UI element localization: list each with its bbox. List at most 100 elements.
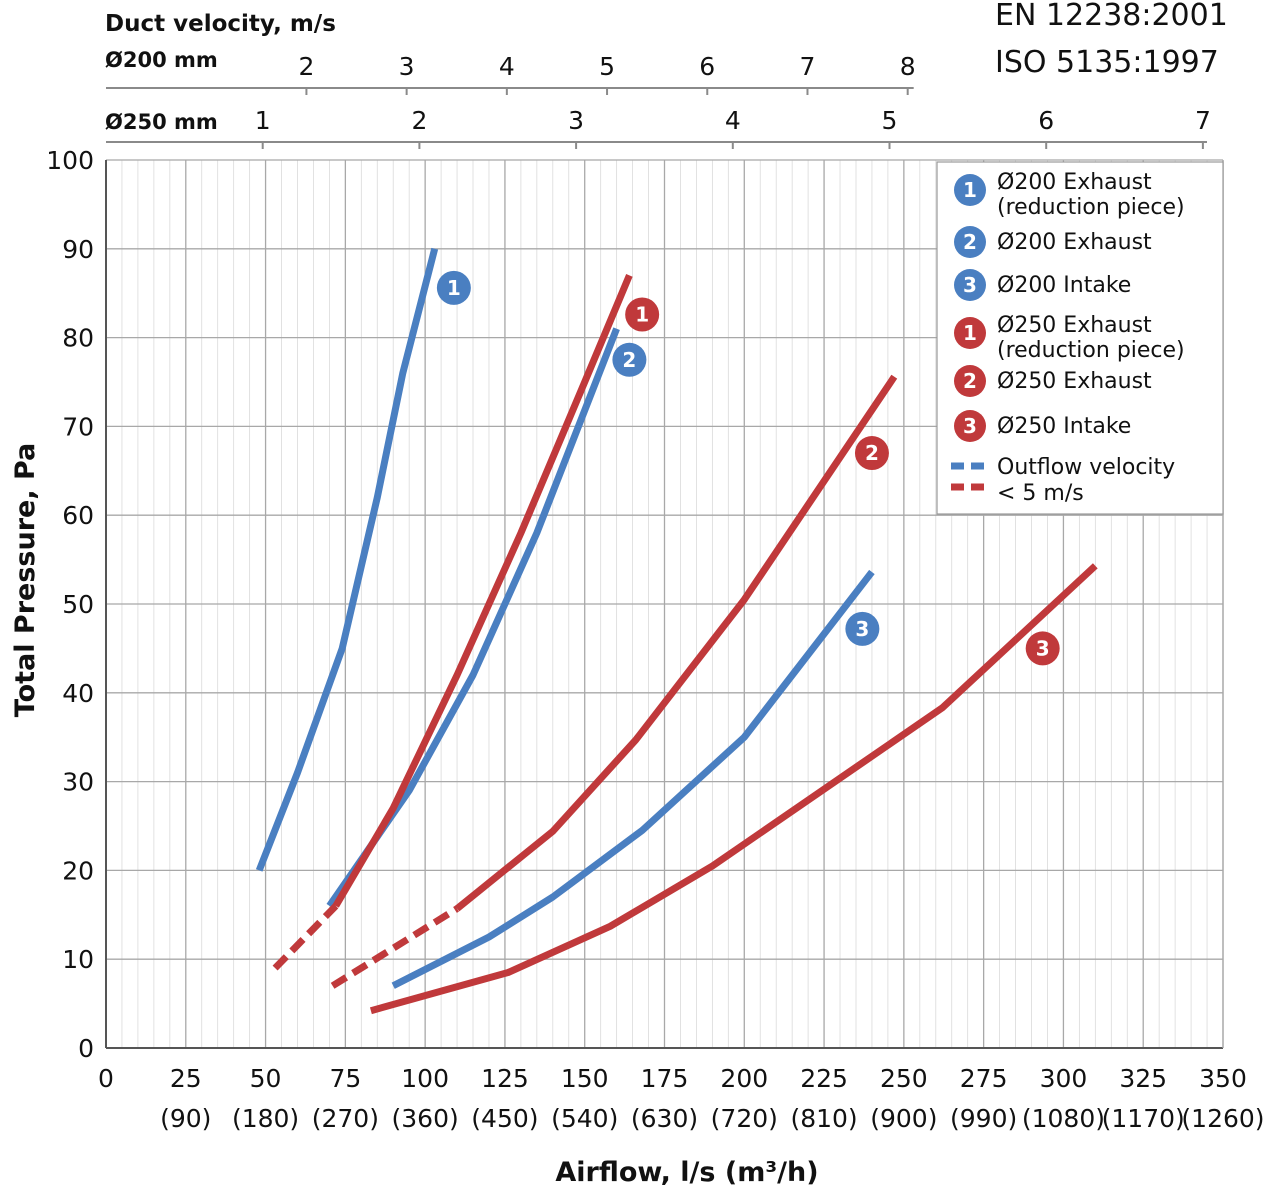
legend-badge	[954, 365, 986, 397]
velocity-tick-label: 8	[900, 52, 916, 81]
standard-iso: ISO 5135:1997	[995, 45, 1219, 80]
y-tick-label: 50	[62, 590, 94, 619]
legend-label-sub: (reduction piece)	[997, 338, 1185, 363]
series-line-low-velocity	[272, 903, 339, 971]
d250-scale-label: Ø250 mm	[105, 110, 218, 134]
x-tick-label: 200	[720, 1064, 768, 1093]
x-tick-label: 325	[1119, 1064, 1167, 1093]
legend-label: Ø200 Exhaust	[997, 170, 1152, 195]
y-tick-label: 70	[62, 412, 94, 441]
x-tick-secondary-label: (1260)	[1181, 1104, 1264, 1133]
velocity-tick-label: 3	[399, 52, 415, 81]
series-badge-number: 3	[1036, 636, 1050, 660]
series-badge	[854, 436, 889, 471]
legend-badge-number: 3	[963, 414, 977, 438]
x-tick-label: 275	[960, 1064, 1008, 1093]
velocity-tick-label: 6	[699, 52, 715, 81]
velocity-tick-label: 5	[599, 52, 615, 81]
series-badge	[612, 342, 647, 377]
velocity-tick-label: 3	[568, 106, 584, 135]
legend-label: Ø200 Intake	[997, 273, 1131, 298]
legend-label: Ø200 Exhaust	[997, 230, 1152, 255]
velocity-tick-label: 2	[298, 52, 314, 81]
series-badge	[625, 297, 660, 332]
series-markers: 1 2 3 1 2 3	[436, 270, 1060, 666]
x-tick-label: 150	[561, 1064, 609, 1093]
x-tick-secondary-label: (180)	[232, 1104, 299, 1133]
x-tick-secondary-label: (90)	[160, 1104, 211, 1133]
duct-velocity-title: Duct velocity, m/s	[105, 11, 336, 37]
legend-badge	[954, 269, 986, 301]
legend-badge-number: 2	[963, 369, 977, 393]
legend-badge	[954, 317, 986, 349]
series-badge-number: 2	[865, 441, 879, 465]
velocity-tick-label: 4	[725, 106, 741, 135]
x-tick-label: 75	[329, 1064, 361, 1093]
series-line-low-velocity	[330, 905, 459, 989]
y-tick-label: 10	[62, 945, 94, 974]
velocity-tick-label: 5	[882, 106, 898, 135]
series-line	[391, 569, 875, 989]
x-tick-label: 125	[481, 1064, 529, 1093]
x-tick-secondary-label: (1170)	[1102, 1104, 1185, 1133]
velocity-tick-label: 6	[1038, 106, 1054, 135]
legend-badge	[954, 174, 986, 206]
series-lines	[255, 247, 1098, 1015]
velocity-tick-label: 1	[255, 106, 271, 135]
x-axis-ticks: 0 25 (90) 50 (180) 75 (270) 100 (360) 125 (450) 150…	[98, 1064, 1265, 1133]
x-tick-secondary-label: (720)	[711, 1104, 778, 1133]
series-badge-number: 3	[855, 617, 869, 641]
legend-label-sub: (reduction piece)	[997, 195, 1185, 220]
series-line	[255, 247, 439, 872]
x-tick-secondary-label: (1080)	[1022, 1104, 1105, 1133]
legend-badge-number: 2	[963, 230, 977, 254]
series-badge	[845, 611, 880, 646]
y-tick-label: 80	[62, 324, 94, 353]
series-badge	[436, 270, 471, 305]
series-badge-number: 1	[447, 276, 461, 300]
x-tick-label: 175	[641, 1064, 689, 1093]
x-tick-secondary-label: (360)	[392, 1104, 459, 1133]
legend-items: 1 Ø200 Exhaust(reduction piece)2 Ø200 Exha…	[954, 170, 1185, 442]
series-line	[332, 274, 633, 908]
velocity-tick-label: 7	[1195, 106, 1211, 135]
legend-badge	[954, 226, 986, 258]
y-tick-label: 30	[62, 768, 94, 797]
x-tick-secondary-label: (630)	[631, 1104, 698, 1133]
y-axis-title: Total Pressure, Pa	[10, 443, 41, 718]
x-tick-secondary-label: (810)	[790, 1104, 857, 1133]
x-tick-label: 225	[800, 1064, 848, 1093]
series-line	[369, 563, 1098, 1015]
legend-label: Ø250 Exhaust	[997, 369, 1152, 394]
y-tick-label: 20	[62, 856, 94, 885]
x-tick-secondary-label: (270)	[312, 1104, 379, 1133]
y-tick-label: 60	[62, 501, 94, 530]
legend-outflow-label-2: < 5 m/s	[997, 481, 1084, 506]
y-axis-ticks: 0 10 20 30 40 50 60 70 80 90 100	[46, 146, 94, 1063]
x-axis-title: Airflow, l/s (m³/h)	[555, 1157, 818, 1188]
x-tick-label: 0	[98, 1064, 114, 1093]
legend-badge-number: 1	[963, 321, 977, 345]
y-tick-label: 100	[46, 146, 94, 175]
velocity-tick-label: 4	[499, 52, 515, 81]
standard-en: EN 12238:2001	[995, 0, 1228, 33]
x-tick-label: 50	[250, 1064, 282, 1093]
x-tick-secondary-label: (900)	[870, 1104, 937, 1133]
series-badge-number: 1	[635, 303, 649, 327]
legend-badge	[954, 410, 986, 442]
duct-velocity-axes: Duct velocity, m/s Ø200 mm Ø250 mm 2 3 4 5 6…	[105, 11, 1211, 149]
legend: 1 Ø200 Exhaust(reduction piece)2 Ø200 Exha…	[936, 161, 1224, 515]
velocity-tick-label: 2	[411, 106, 427, 135]
d200-scale-label: Ø200 mm	[105, 48, 218, 72]
legend-outflow-label-1: Outflow velocity	[997, 455, 1175, 480]
x-tick-label: 100	[401, 1064, 449, 1093]
x-tick-secondary-label: (540)	[551, 1104, 618, 1133]
legend-badge-number: 1	[963, 178, 977, 202]
x-tick-secondary-label: (990)	[950, 1104, 1017, 1133]
y-tick-label: 0	[78, 1034, 94, 1063]
series-badge-number: 2	[622, 348, 636, 372]
x-tick-label: 25	[170, 1064, 202, 1093]
legend-badge-number: 3	[963, 273, 977, 297]
y-tick-label: 90	[62, 235, 94, 264]
